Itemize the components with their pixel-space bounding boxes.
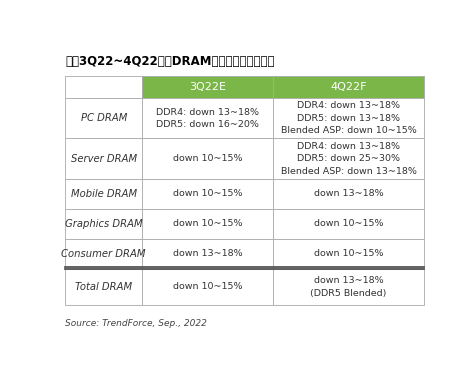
Text: down 10~15%: down 10~15% bbox=[173, 154, 242, 163]
Bar bbox=[65, 269, 142, 305]
Text: down 13~18%: down 13~18% bbox=[313, 189, 382, 198]
Text: down 10~15%: down 10~15% bbox=[313, 249, 382, 258]
Text: down 13~18%: down 13~18% bbox=[172, 249, 242, 258]
Bar bbox=[273, 138, 423, 179]
Text: TRENDFORCE: TRENDFORCE bbox=[165, 178, 352, 202]
Bar bbox=[65, 179, 142, 209]
Text: DDR4: down 13~18%
DDR5: down 16~20%: DDR4: down 13~18% DDR5: down 16~20% bbox=[156, 107, 258, 129]
Text: PC DRAM: PC DRAM bbox=[80, 113, 127, 123]
Text: 3Q22E: 3Q22E bbox=[189, 82, 226, 92]
Bar bbox=[142, 76, 273, 98]
Text: down 10~15%: down 10~15% bbox=[173, 219, 242, 228]
Text: Consumer DRAM: Consumer DRAM bbox=[61, 249, 146, 259]
Text: 4Q22F: 4Q22F bbox=[329, 82, 366, 92]
Bar bbox=[142, 269, 273, 305]
Text: Source: TrendForce, Sep., 2022: Source: TrendForce, Sep., 2022 bbox=[65, 319, 207, 328]
Text: down 10~15%: down 10~15% bbox=[313, 219, 382, 228]
Bar bbox=[273, 239, 423, 269]
Text: Mobile DRAM: Mobile DRAM bbox=[70, 189, 137, 199]
Bar bbox=[142, 138, 273, 179]
Bar bbox=[142, 209, 273, 239]
Text: down 13~18%
(DDR5 Blended): down 13~18% (DDR5 Blended) bbox=[309, 276, 386, 298]
Bar bbox=[273, 269, 423, 305]
Text: down 10~15%: down 10~15% bbox=[173, 282, 242, 291]
Bar bbox=[273, 209, 423, 239]
Bar bbox=[273, 76, 423, 98]
Bar bbox=[65, 76, 142, 98]
Text: 集邦咨詢: 集邦咨詢 bbox=[240, 206, 277, 221]
Bar bbox=[273, 179, 423, 209]
Bar bbox=[142, 179, 273, 209]
Bar bbox=[273, 98, 423, 138]
Bar bbox=[65, 209, 142, 239]
Bar bbox=[142, 98, 273, 138]
Text: down 10~15%: down 10~15% bbox=[173, 189, 242, 198]
Text: Server DRAM: Server DRAM bbox=[70, 153, 137, 164]
Bar bbox=[65, 138, 142, 179]
Text: Graphics DRAM: Graphics DRAM bbox=[65, 219, 142, 229]
Bar bbox=[142, 239, 273, 269]
Text: DDR4: down 13~18%
DDR5: down 13~18%
Blended ASP: down 10~15%: DDR4: down 13~18% DDR5: down 13~18% Blen… bbox=[280, 101, 416, 135]
Text: 表、3Q22~4Q22各類DRAM產品價格漲跌幅預測: 表、3Q22~4Q22各類DRAM產品價格漲跌幅預測 bbox=[65, 55, 274, 68]
Bar bbox=[65, 98, 142, 138]
Text: DDR4: down 13~18%
DDR5: down 25~30%
Blended ASP: down 13~18%: DDR4: down 13~18% DDR5: down 25~30% Blen… bbox=[280, 141, 416, 176]
Bar bbox=[65, 239, 142, 269]
Text: Total DRAM: Total DRAM bbox=[75, 282, 132, 292]
